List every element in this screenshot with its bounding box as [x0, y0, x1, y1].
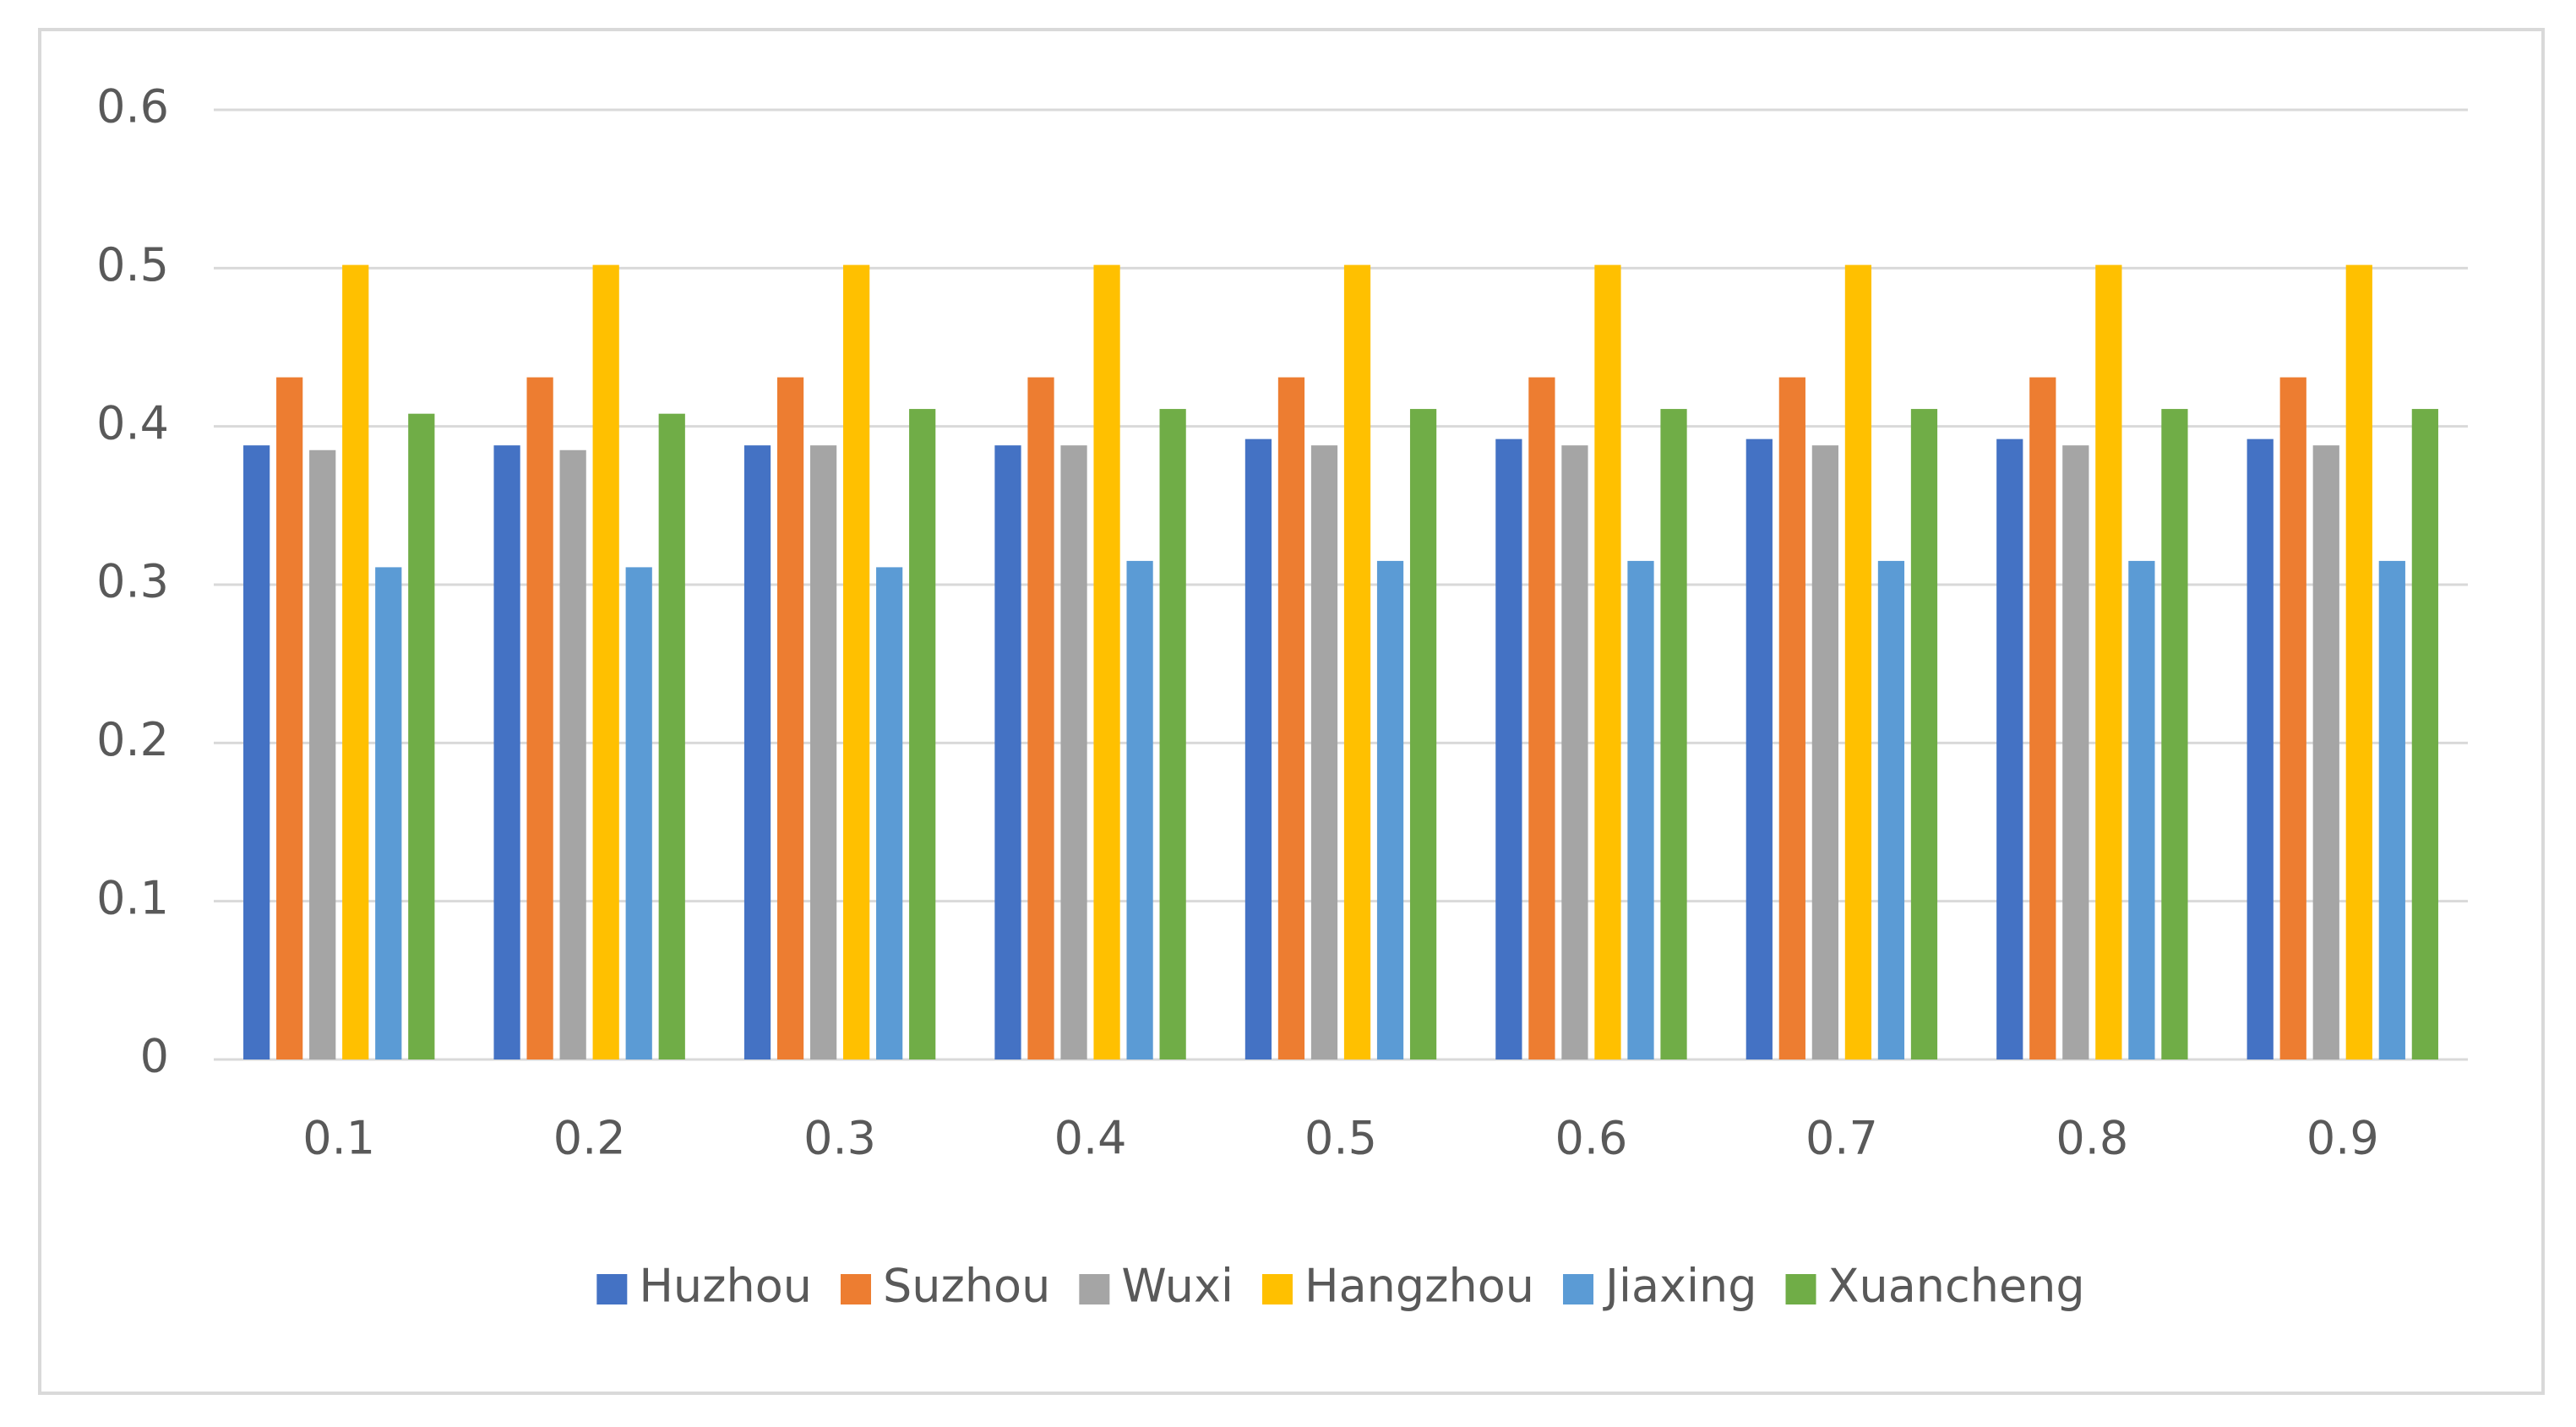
bar: [1027, 377, 1054, 1059]
bar: [1159, 409, 1186, 1059]
bar: [342, 264, 369, 1059]
bar: [1627, 560, 1654, 1059]
bar: [1528, 377, 1555, 1059]
bar: [1495, 438, 1522, 1059]
bar: [1126, 560, 1153, 1059]
bar: [2279, 377, 2306, 1059]
bar: [994, 445, 1021, 1059]
bar: [1778, 377, 1805, 1059]
bar: [1996, 438, 2023, 1059]
bar: [876, 567, 903, 1059]
y-tick-label: 0.1: [96, 871, 169, 924]
bar: [2128, 560, 2155, 1059]
legend-swatch: [1563, 1274, 1594, 1304]
bar: [1376, 560, 1404, 1059]
legend-label: Hangzhou: [1304, 1260, 1534, 1313]
legend-swatch: [596, 1274, 628, 1304]
x-tick-label: 0.7: [1805, 1112, 1878, 1165]
legend-swatch: [840, 1274, 871, 1304]
y-tick-label: 0.2: [96, 713, 169, 766]
bar: [1660, 409, 1687, 1059]
y-tick-label: 0.6: [96, 80, 169, 133]
bar: [1910, 409, 1938, 1059]
bar: [309, 449, 336, 1059]
bar: [776, 377, 804, 1059]
bar: [625, 567, 652, 1059]
bar: [1277, 377, 1305, 1059]
legend-label: Suzhou: [883, 1260, 1050, 1313]
legend-label: Jiaxing: [1603, 1260, 1756, 1313]
bar: [2029, 377, 2056, 1059]
bar: [276, 377, 303, 1059]
bar: [809, 445, 837, 1059]
bar: [2247, 438, 2274, 1059]
legend-label: Xuancheng: [1828, 1260, 2085, 1313]
x-tick-label: 0.4: [1054, 1112, 1127, 1165]
bar: [658, 413, 685, 1059]
y-tick-label: 0: [140, 1030, 169, 1083]
bar: [1310, 445, 1338, 1059]
y-tick-label: 0.4: [96, 396, 169, 449]
bar: [1409, 409, 1437, 1059]
bar: [2312, 445, 2339, 1059]
bar: [1343, 264, 1371, 1059]
bar: [243, 445, 270, 1059]
x-tick-label: 0.6: [1555, 1112, 1627, 1165]
bar: [1561, 445, 1588, 1059]
bar: [909, 409, 936, 1059]
bar: [1060, 445, 1087, 1059]
bar: [743, 445, 771, 1059]
y-tick-label: 0.5: [96, 238, 169, 291]
x-tick-label: 0.9: [2306, 1112, 2379, 1165]
bar: [843, 264, 870, 1059]
bar: [2095, 264, 2122, 1059]
bar: [2062, 445, 2089, 1059]
bar: [408, 413, 435, 1059]
bar: [1093, 264, 1120, 1059]
x-tick-label: 0.3: [803, 1112, 876, 1165]
bar: [1811, 445, 1838, 1059]
bar: [493, 445, 520, 1059]
bar: [1844, 264, 1872, 1059]
bar: [2345, 264, 2372, 1059]
bar: [592, 264, 619, 1059]
bar: [2411, 409, 2438, 1059]
bar: [2378, 560, 2405, 1059]
x-tick-label: 0.5: [1304, 1112, 1377, 1165]
legend-swatch: [1079, 1274, 1110, 1304]
bar: [375, 567, 402, 1059]
bar: [1745, 438, 1773, 1059]
bar: [1594, 264, 1621, 1059]
x-tick-label: 0.1: [302, 1112, 375, 1165]
x-tick-label: 0.8: [2056, 1112, 2128, 1165]
bar: [2161, 409, 2188, 1059]
bar: [1244, 438, 1272, 1059]
legend-label: Wuxi: [1121, 1260, 1234, 1313]
bar: [526, 377, 553, 1059]
legend-label: Huzhou: [639, 1260, 812, 1313]
bar: [559, 449, 586, 1059]
y-tick-label: 0.3: [96, 555, 169, 608]
x-tick-label: 0.2: [553, 1112, 626, 1165]
legend-swatch: [1785, 1274, 1816, 1304]
legend-swatch: [1261, 1274, 1293, 1304]
bar: [1877, 560, 1905, 1059]
